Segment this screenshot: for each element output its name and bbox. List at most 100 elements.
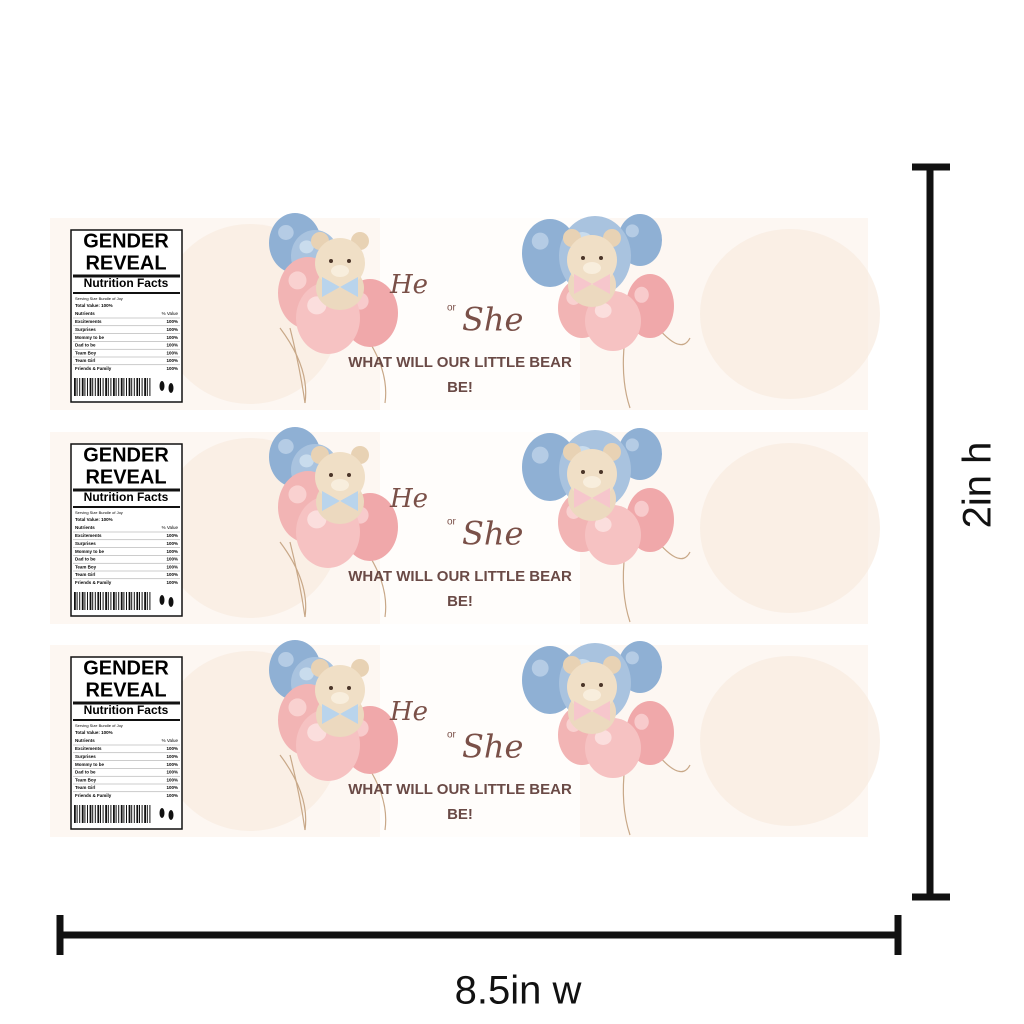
row-name: Dad to be (75, 343, 96, 348)
bear-eye (347, 259, 351, 263)
row-name: Friends & Family (75, 580, 112, 585)
bear-bow (574, 274, 610, 294)
bear-bow (322, 704, 358, 724)
watercolor (700, 656, 880, 826)
bear-head (315, 238, 365, 288)
barcode-bar (141, 805, 143, 823)
width-dimension (56, 915, 902, 955)
he: He (389, 270, 428, 300)
barcode-bar (87, 378, 88, 396)
bear-eye (599, 470, 603, 474)
barcode-bar (131, 378, 133, 396)
or: or (447, 517, 457, 528)
balloon-shine (594, 730, 612, 745)
barcode-bar (146, 805, 148, 823)
serving: Serving Size Bundle of Joy (75, 723, 123, 728)
barcode-bar (110, 592, 112, 610)
row-name: Surprises (75, 541, 96, 546)
row-value: 100% (166, 358, 178, 363)
row-name: Team Girl (75, 358, 95, 363)
nutrition-panel (70, 229, 183, 403)
or: or (447, 730, 457, 741)
bear-eye (347, 473, 351, 477)
row-value: 100% (166, 754, 178, 759)
row-name: Excitements (75, 319, 102, 324)
barcode-bar (76, 592, 78, 610)
message: BE! (447, 806, 473, 823)
footprint (168, 383, 174, 393)
panel-subtitle: Nutrition Facts (84, 703, 169, 717)
barcode-bar (100, 592, 101, 610)
row-value: 100% (166, 343, 178, 348)
barcode-bar (115, 805, 117, 823)
message: BE! (447, 379, 473, 396)
barcode-bar (100, 805, 101, 823)
barcode-bar (74, 805, 76, 823)
bear-eye (347, 686, 351, 690)
barcode-bar (105, 592, 107, 610)
message: BE! (447, 593, 473, 610)
barcode-bar (92, 378, 94, 396)
row-name: Friends & Family (75, 793, 112, 798)
barcode-bar (97, 378, 100, 396)
barcode-bar (126, 592, 127, 610)
row-value: 100% (166, 366, 178, 371)
barcode-bar (120, 805, 123, 823)
barcode-bar (136, 378, 139, 396)
balloon-shine (531, 446, 549, 464)
balloon-shine (288, 485, 307, 504)
barcode-bar (79, 378, 81, 396)
row-value: 100% (166, 533, 178, 538)
row-name: Team Boy (75, 350, 97, 355)
bear-muzzle (583, 476, 601, 488)
balloon-shine (278, 225, 294, 240)
message: WHAT WILL OUR LITTLE BEAR (348, 781, 572, 798)
barcode-bar (126, 805, 127, 823)
panel-title: REVEAL (85, 252, 166, 274)
bear-eye (599, 256, 603, 260)
balloon-shine (288, 271, 307, 290)
bear-muzzle (331, 265, 349, 277)
panel-title: REVEAL (85, 466, 166, 488)
barcode-bar (115, 378, 117, 396)
barcode-bar (84, 805, 86, 823)
balloon-shine (634, 286, 649, 303)
or: or (447, 303, 457, 314)
barcode-bar (128, 805, 131, 823)
bear-head (567, 235, 617, 285)
row-name: Surprises (75, 754, 96, 759)
row-value: 100% (166, 762, 178, 767)
she: She (462, 728, 523, 766)
row-name: Dad to be (75, 770, 96, 775)
barcode-bar (136, 592, 139, 610)
string (289, 541, 306, 618)
height-dimension (912, 163, 950, 901)
panel-subtitle: Nutrition Facts (84, 490, 169, 504)
barcode-bar (81, 805, 84, 823)
barcode-bar (107, 592, 109, 610)
barcode-bar (92, 592, 94, 610)
barcode-bar (110, 805, 112, 823)
barcode-bar (139, 378, 140, 396)
bear-eye (581, 470, 585, 474)
barcode-bar (118, 805, 120, 823)
row-name: Mommy to be (75, 549, 104, 554)
nutrition-panel (70, 443, 183, 617)
barcode-bar (139, 805, 140, 823)
barcode-bar (141, 378, 143, 396)
barcode-bar (146, 592, 148, 610)
row-value: 100% (166, 564, 178, 569)
balloon-shine (594, 303, 612, 318)
barcode-bar (92, 805, 94, 823)
barcode-bar (74, 378, 76, 396)
barcode-bar (133, 592, 135, 610)
string (279, 754, 307, 831)
panel-title: GENDER (83, 657, 169, 679)
row-name: Friends & Family (75, 366, 112, 371)
row-name: Surprises (75, 327, 96, 332)
row-value: 100% (166, 746, 178, 751)
balloon-shine (634, 713, 649, 730)
